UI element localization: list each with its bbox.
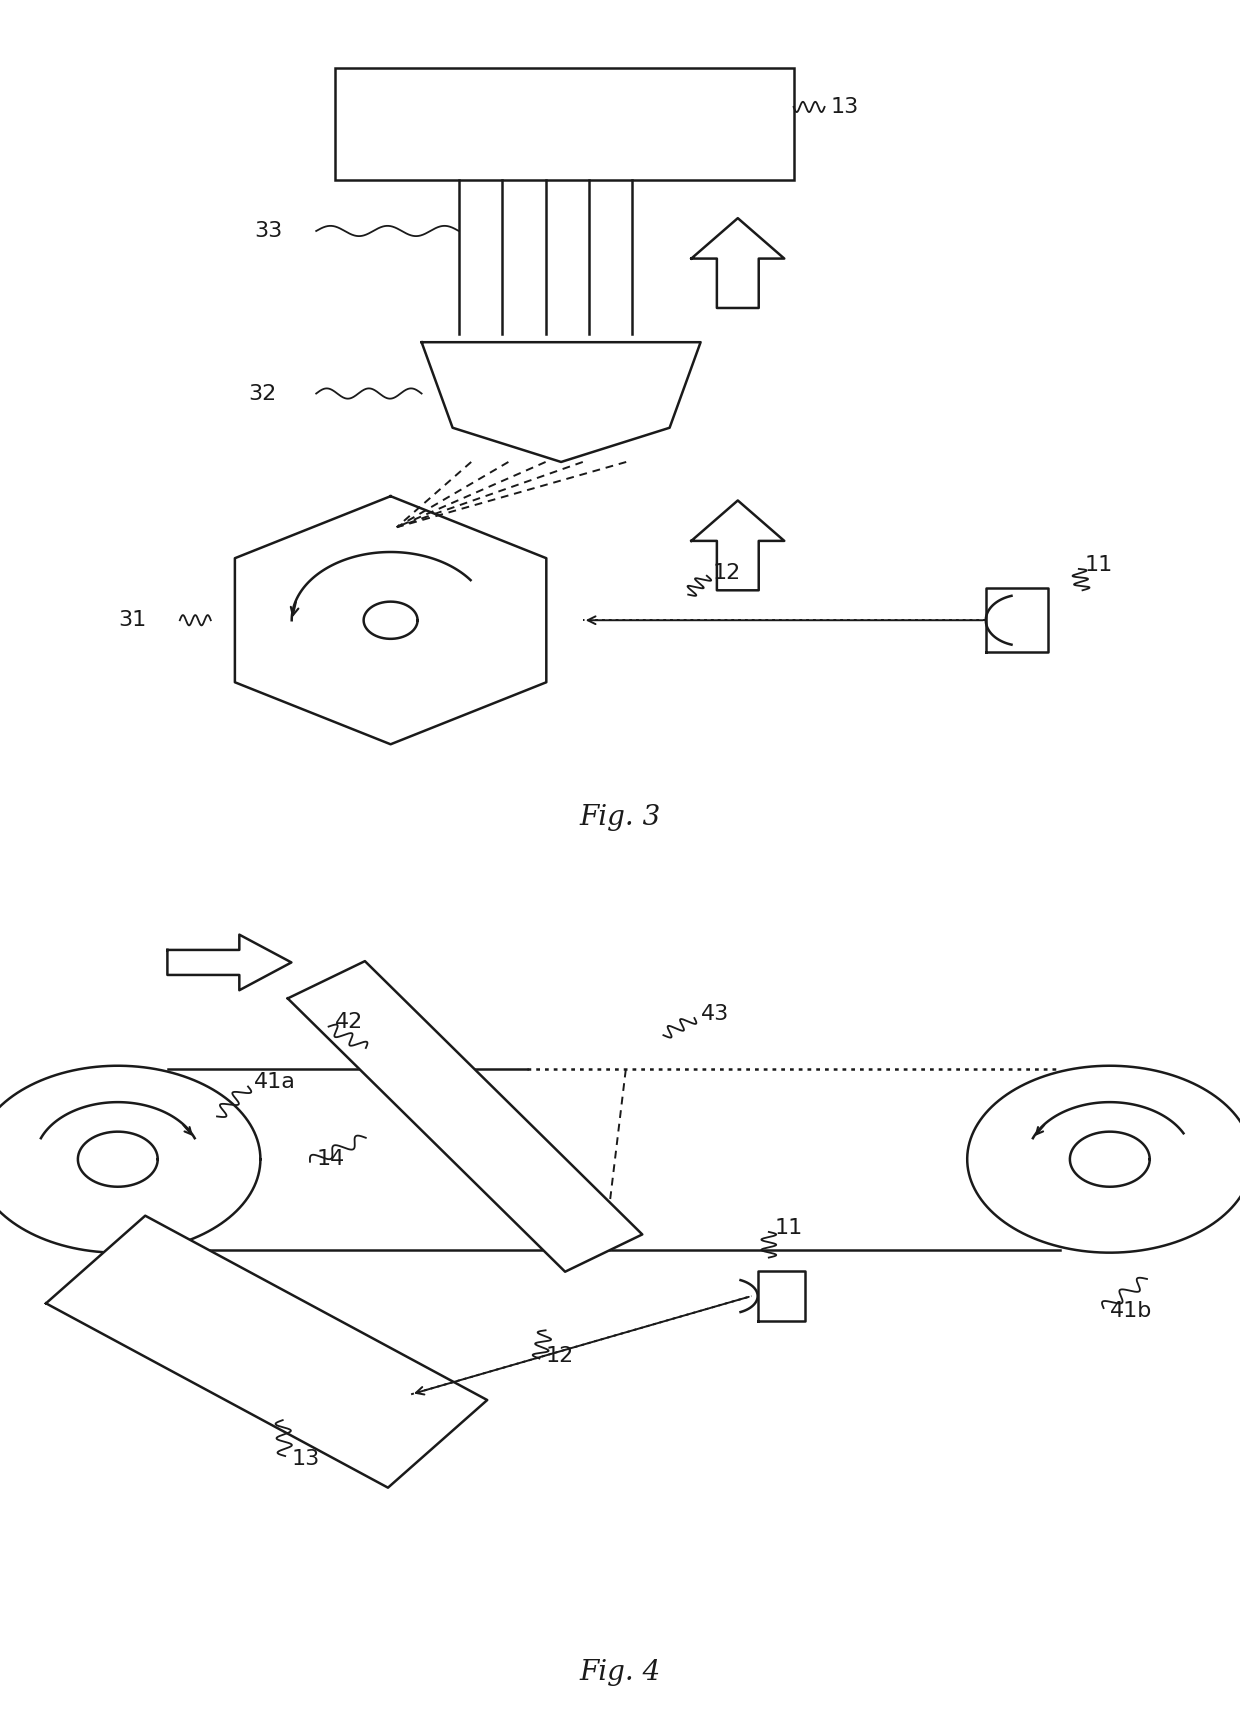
Text: 41b: 41b [1110,1300,1152,1321]
Text: 12: 12 [713,563,742,583]
Text: 11: 11 [1085,554,1114,575]
Text: 13: 13 [831,98,859,116]
Polygon shape [167,934,291,991]
Polygon shape [288,962,642,1271]
Text: 31: 31 [118,611,146,630]
Text: Fig. 4: Fig. 4 [579,1660,661,1685]
Polygon shape [234,496,547,744]
Bar [335,68,794,180]
Polygon shape [758,1271,805,1321]
Polygon shape [0,1066,260,1252]
Polygon shape [1070,1131,1149,1187]
Polygon shape [967,1066,1240,1252]
Text: 12: 12 [546,1347,574,1365]
Polygon shape [692,219,784,308]
Text: 32: 32 [248,383,277,404]
Polygon shape [986,589,1048,652]
Polygon shape [422,342,701,462]
Polygon shape [692,500,784,590]
Text: 11: 11 [775,1218,804,1237]
Polygon shape [78,1131,157,1187]
Text: 43: 43 [701,1004,729,1023]
Text: 41a: 41a [254,1073,296,1092]
Polygon shape [363,602,418,638]
Text: 42: 42 [335,1013,363,1032]
Text: Fig. 3: Fig. 3 [579,804,661,830]
Text: 14: 14 [316,1150,345,1169]
Polygon shape [46,1217,487,1487]
Text: 13: 13 [291,1449,320,1468]
Text: 33: 33 [254,221,283,241]
